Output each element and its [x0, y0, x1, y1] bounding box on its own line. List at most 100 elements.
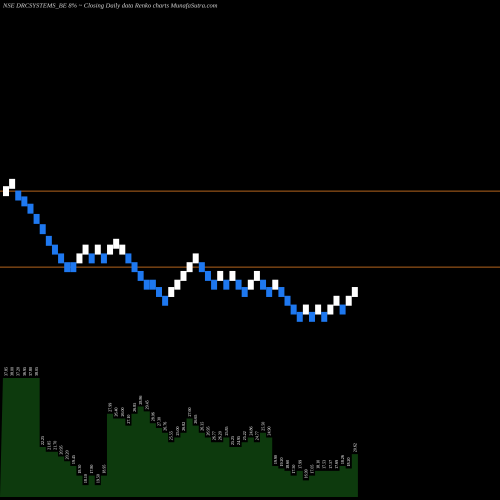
renko-brick	[9, 178, 16, 189]
volume-label: 26.95	[205, 427, 210, 436]
renko-brick	[125, 253, 132, 264]
volume-label: 18.10	[83, 474, 88, 483]
volume-label: 21.85	[46, 441, 51, 450]
renko-brick	[333, 295, 340, 306]
volume-area	[0, 378, 358, 497]
volume-label: 18.95	[101, 465, 106, 474]
renko-brick	[315, 304, 322, 315]
renko-brick	[45, 235, 52, 246]
renko-brick	[272, 279, 279, 290]
volume-label: 24.86	[248, 427, 253, 436]
volume-label: 37.20	[16, 367, 21, 376]
renko-brick	[229, 270, 236, 281]
renko-brick	[137, 270, 144, 281]
renko-brick	[131, 262, 138, 273]
volume-label: 29.45	[144, 400, 149, 409]
renko-brick	[113, 238, 120, 249]
volume-label: 20.62	[352, 443, 357, 452]
volume-label: 26.20	[218, 431, 223, 440]
renko-brick	[327, 304, 334, 315]
volume-label: 38.05	[34, 367, 39, 376]
renko-brick	[290, 304, 297, 315]
renko-brick	[162, 295, 169, 306]
renko-brick	[211, 279, 218, 290]
renko-brick	[309, 311, 315, 322]
renko-brick	[284, 295, 291, 306]
renko-brick	[180, 270, 187, 281]
volume-label: 25.55	[169, 431, 174, 440]
renko-brick	[21, 196, 28, 207]
volume-label: 26.00	[120, 407, 125, 416]
renko-brick	[3, 186, 9, 197]
volume-label: 27.10	[126, 415, 131, 424]
volume-label: 18.20	[346, 457, 351, 466]
renko-brick	[51, 244, 58, 255]
renko-brick	[143, 279, 150, 290]
volume-label: 28.86	[138, 396, 143, 405]
volume-label: 19.45	[71, 455, 76, 464]
volume-label: 24.77	[254, 431, 259, 440]
renko-brick	[174, 279, 181, 290]
price-levels	[0, 190, 500, 268]
renko-brick	[217, 270, 224, 281]
renko-brick	[235, 279, 242, 290]
volume-label: 19.90	[273, 455, 278, 464]
volume-label: 26.65	[193, 415, 198, 424]
renko-brick	[168, 287, 175, 297]
volume-label: 17.50	[291, 465, 296, 474]
renko-brick	[100, 253, 107, 264]
renko-brick	[119, 244, 126, 255]
renko-brick	[27, 203, 34, 214]
renko-brick	[88, 253, 95, 264]
renko-brick	[351, 287, 358, 297]
renko-brick	[198, 262, 205, 273]
renko-brick	[156, 287, 162, 297]
renko-brick	[296, 311, 303, 322]
volume-label: 17.69	[334, 460, 339, 469]
renko-brick	[247, 279, 254, 290]
volume-label: 25.00	[175, 427, 180, 436]
renko-brick	[64, 262, 71, 273]
volume-label: 25.25	[230, 436, 235, 445]
volume-label: 37.85	[4, 367, 9, 376]
volume-label: 26.35	[199, 422, 204, 431]
renko-brick	[321, 311, 328, 322]
volume-label: 26.77	[212, 431, 217, 440]
volume-label: 36.95	[22, 367, 27, 376]
volume-label: 26.82	[181, 422, 186, 431]
renko-brick	[58, 253, 65, 264]
volume-label: 26.85	[132, 403, 137, 412]
volume-label: 21.70	[52, 441, 57, 450]
renko-brick	[278, 287, 285, 297]
volume-label: 28.06	[150, 412, 155, 421]
renko-brick	[149, 279, 156, 290]
volume-label: 16.99	[303, 469, 308, 478]
renko-brick	[107, 244, 114, 255]
volume-label: 17.99	[297, 460, 302, 469]
renko-brick	[266, 287, 273, 297]
renko-brick	[192, 253, 199, 264]
renko-brick	[186, 262, 193, 273]
renko-brick	[82, 244, 89, 255]
renko-bricks	[3, 178, 358, 322]
volume-label: 20.20	[65, 450, 70, 459]
volume-label: 24.90	[267, 427, 272, 436]
renko-brick	[260, 279, 267, 290]
volume-labels: 37.85 38.00 37.20 36.95 37.80 38.05 22.2521.85…	[4, 367, 358, 483]
renko-brick	[241, 287, 248, 297]
volume-label: 17.53	[322, 460, 327, 469]
renko-brick	[345, 295, 352, 306]
renko-brick	[302, 304, 309, 315]
renko-brick	[94, 244, 101, 255]
volume-label: 24.95	[236, 436, 241, 445]
volume-label: 25.22	[242, 431, 247, 440]
renko-brick	[253, 270, 260, 281]
volume-label: 17.80	[89, 465, 94, 474]
volume-label: 18.10	[316, 460, 321, 469]
renko-brick	[223, 279, 230, 290]
volume-label: 26.40	[114, 407, 119, 416]
volume-label: 17.05	[310, 465, 315, 474]
volume-label: 19.20	[279, 457, 284, 466]
renko-brick	[70, 262, 77, 273]
